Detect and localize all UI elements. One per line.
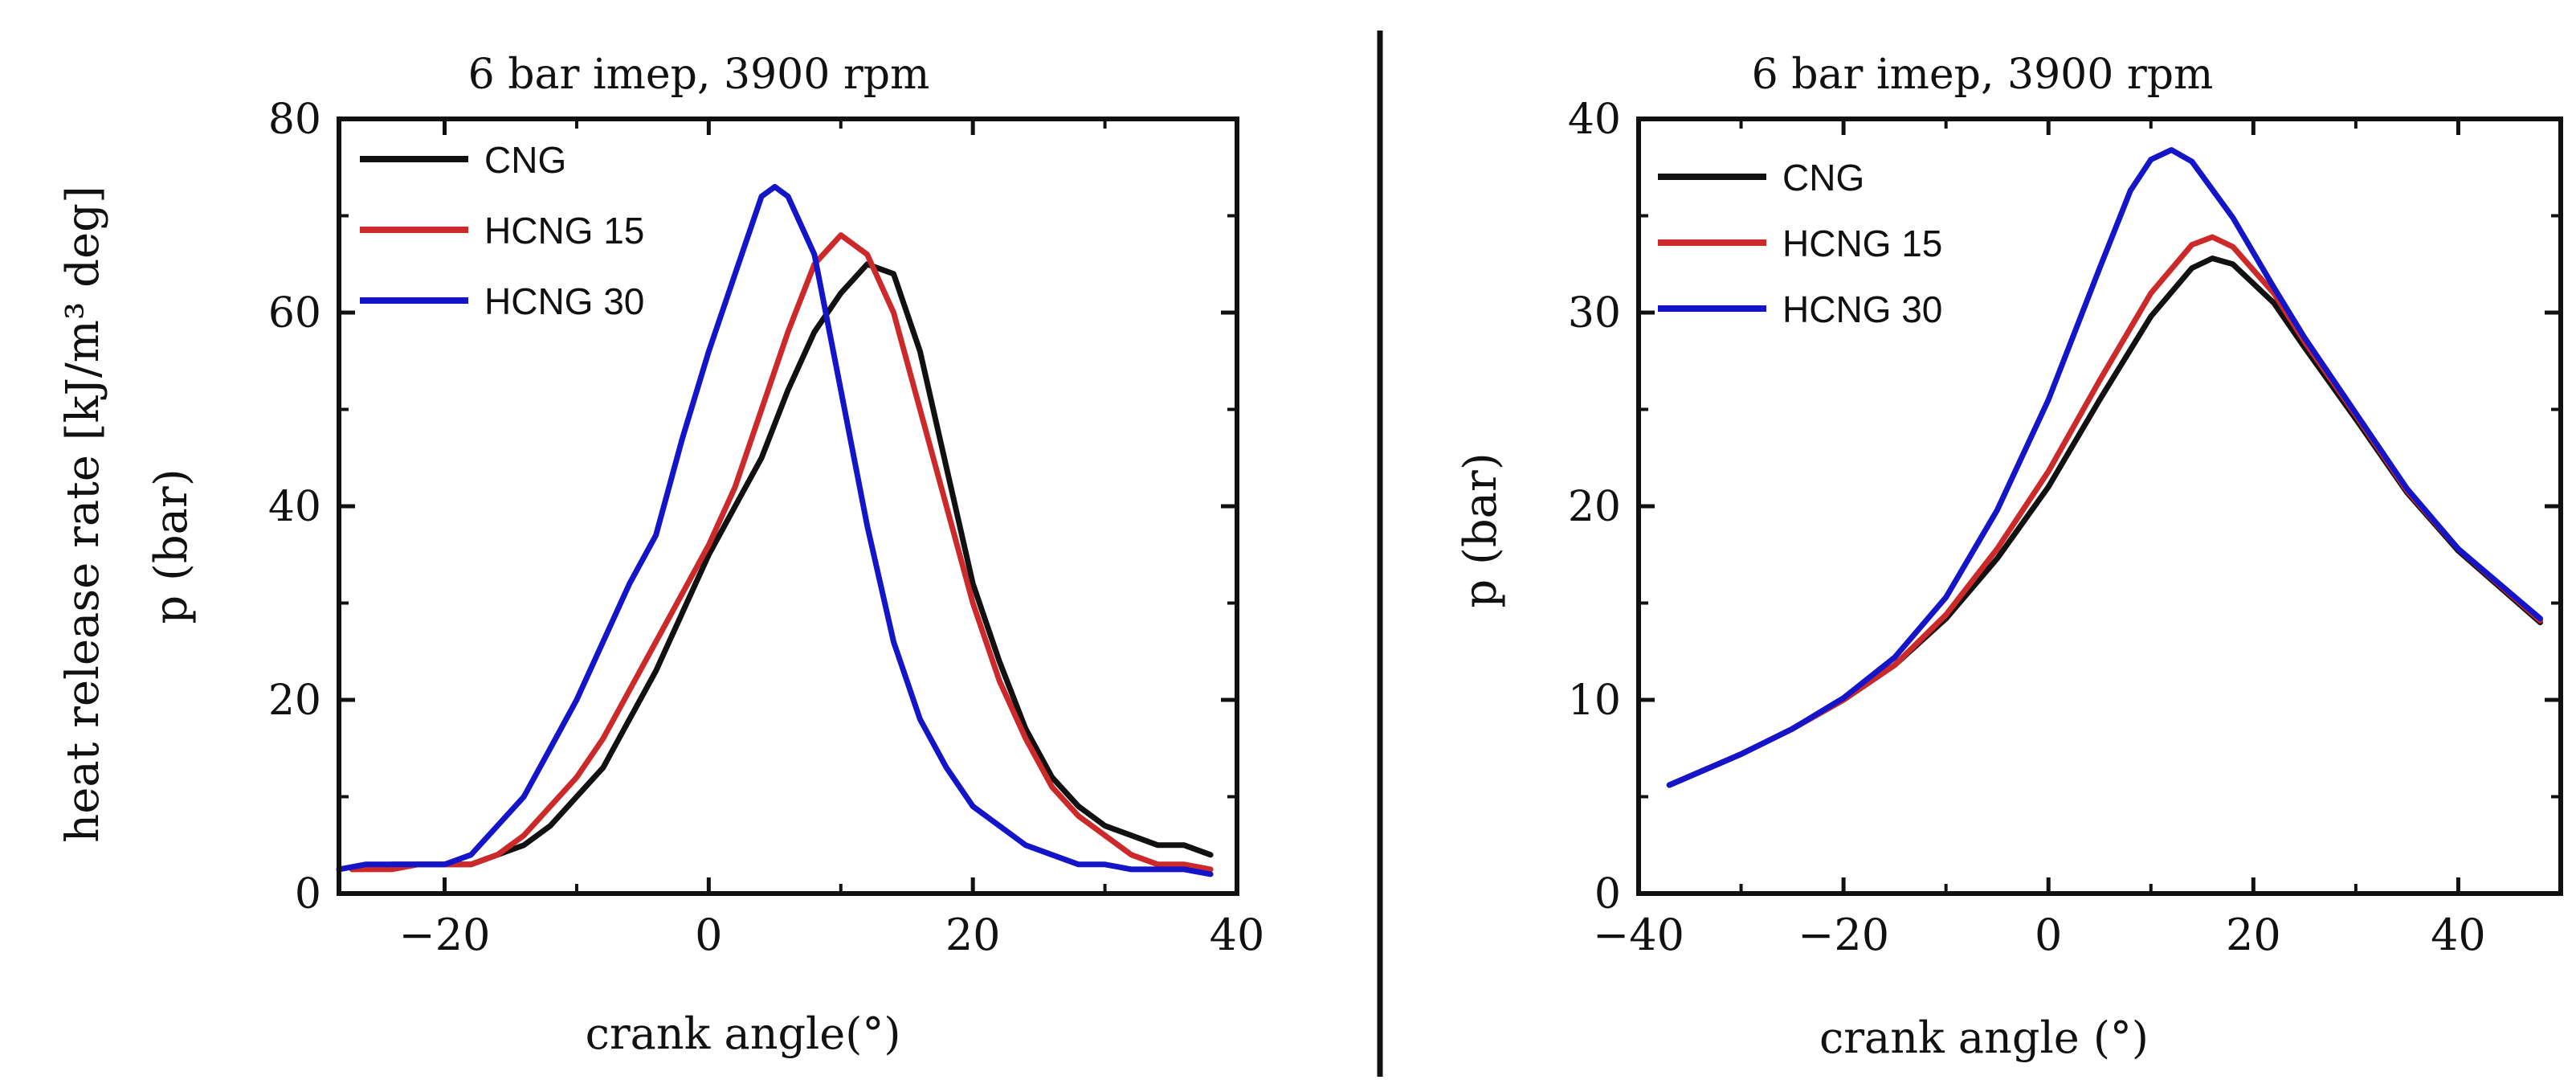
x-tick-label: −40	[1593, 910, 1684, 960]
heat-release-chart: 6 bar imep, 3900 rpm heat release rate […	[57, 51, 1264, 1059]
y-tick-label: 40	[268, 483, 321, 531]
plot-frame	[337, 117, 1239, 896]
y-tick-label: 30	[1568, 289, 1621, 337]
x-axis-label: crank angle (°)	[1819, 1012, 2149, 1063]
y-tick-label: 0	[295, 870, 321, 918]
y-tick-label: 0	[1594, 870, 1621, 918]
chart-title: 6 bar imep, 3900 rpm	[468, 51, 930, 99]
y-axis-label-overlay: p (bar)	[145, 468, 198, 624]
y-axis-label: heat release rate [kJ/m³ deg]	[57, 186, 109, 843]
series-group	[336, 183, 1214, 877]
legend-hcng-15-label: HCNG 15	[1782, 223, 1942, 264]
x-tick-label: 20	[2226, 910, 2281, 960]
series-hcng-30-line	[1666, 147, 2543, 788]
chart-title: 6 bar imep, 3900 rpm	[1752, 51, 2214, 99]
x-tick-label: 40	[1210, 910, 1265, 960]
y-tick-label: 40	[1568, 96, 1621, 144]
y-tick-label: 80	[268, 96, 321, 144]
x-axis-label: crank angle(°)	[586, 1008, 901, 1059]
tick-group: −40 −20 0 20 40 0 10 20 30 40	[1568, 96, 2561, 960]
x-tick-label: 0	[2035, 910, 2062, 960]
legend-cng-label: CNG	[484, 139, 566, 181]
legend-hcng-30-label: HCNG 30	[484, 280, 644, 322]
series-hcng-15-line	[349, 232, 1214, 873]
series-group	[1666, 147, 2543, 788]
legend-cng-label: CNG	[1782, 157, 1864, 198]
y-tick-label: 20	[1568, 483, 1621, 531]
legend-hcng-30-label: HCNG 30	[1782, 288, 1942, 330]
legend-hcng-15-label: HCNG 15	[484, 210, 644, 252]
y-tick-label: 10	[1568, 677, 1621, 725]
y-tick-label: 20	[268, 677, 321, 725]
x-tick-label: −20	[1798, 910, 1889, 960]
y-tick-label: 60	[268, 289, 321, 337]
y-axis-label: p (bar)	[1455, 452, 1507, 607]
plot-frame	[1636, 117, 2563, 896]
series-hcng-30-line	[336, 183, 1214, 877]
x-tick-label: 40	[2431, 910, 2486, 960]
x-tick-label: 20	[945, 910, 1001, 960]
x-tick-label: −20	[399, 910, 491, 960]
legend: CNG HCNG 15 HCNG 30	[360, 139, 644, 322]
x-tick-label: 0	[695, 910, 722, 960]
legend: CNG HCNG 15 HCNG 30	[1658, 157, 1942, 330]
pressure-chart: 6 bar imep, 3900 rpm p (bar) crank angle…	[1455, 51, 2563, 1063]
tick-group: −20 0 20 40 0 20 40 60 80	[268, 96, 1265, 960]
